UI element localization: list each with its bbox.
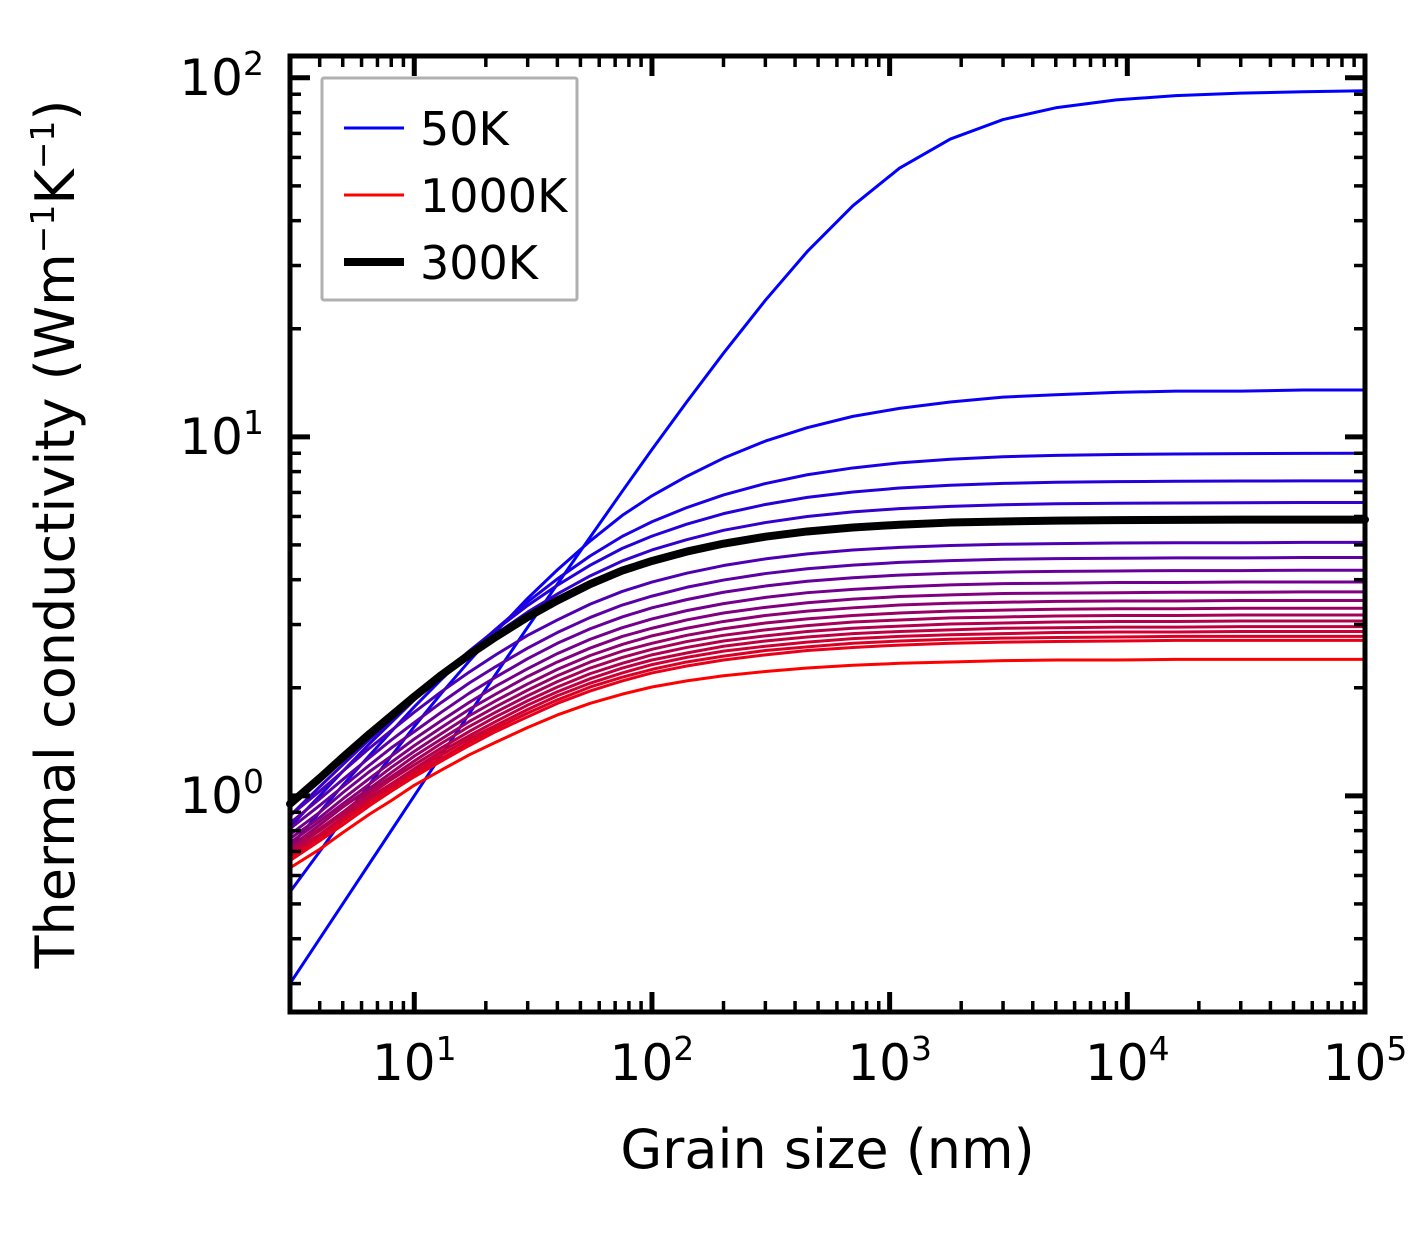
legend-label-300k: 300K xyxy=(420,236,540,290)
curve-650k xyxy=(288,606,1367,849)
curve-350k xyxy=(288,540,1367,818)
y-axis-title: Thermal conductivity (Wm−1K−1) xyxy=(23,100,87,970)
legend-label-1000k: 1000K xyxy=(420,169,569,223)
x-axis-title: Grain size (nm) xyxy=(620,1118,1034,1181)
x-tick-label: 104 xyxy=(1085,1029,1170,1092)
curve-550k xyxy=(288,590,1367,841)
x-tick-label: 105 xyxy=(1323,1029,1408,1092)
legend-label-50k: 50K xyxy=(420,102,511,156)
curve-300k xyxy=(286,515,1369,808)
x-tick-label: 103 xyxy=(847,1029,932,1092)
curve-700k xyxy=(288,613,1367,851)
curve-500k xyxy=(288,580,1367,837)
tick-labels-layer: 101 102 103 104 105 100 101 102 xyxy=(179,44,1407,1092)
y-tick-label: 100 xyxy=(179,762,264,825)
curve-600k xyxy=(288,599,1367,845)
curve-50k xyxy=(288,89,1367,986)
curve-950k xyxy=(288,638,1367,863)
y-tick-label: 102 xyxy=(179,44,264,107)
legend[interactable]: 50K 1000K 300K xyxy=(320,76,579,302)
curve-1000k xyxy=(288,657,1367,870)
x-tick-label: 101 xyxy=(372,1029,457,1092)
x-tick-label: 102 xyxy=(610,1029,695,1092)
legend-box[interactable] xyxy=(320,76,579,302)
curve-850k xyxy=(288,629,1367,858)
axes-layer xyxy=(287,53,1368,1015)
curve-450k xyxy=(288,568,1367,831)
curve-400k xyxy=(288,556,1367,825)
curve-900k xyxy=(288,634,1367,860)
axis-titles-layer: Grain size (nm) Thermal conductivity (Wm−… xyxy=(23,100,1035,1182)
plot-frame xyxy=(287,53,1368,1015)
curve-150k xyxy=(288,451,1367,849)
y-tick-label: 101 xyxy=(179,403,264,466)
curve-750k xyxy=(288,619,1367,853)
curves-layer xyxy=(286,89,1369,986)
curve-800k xyxy=(288,625,1367,856)
